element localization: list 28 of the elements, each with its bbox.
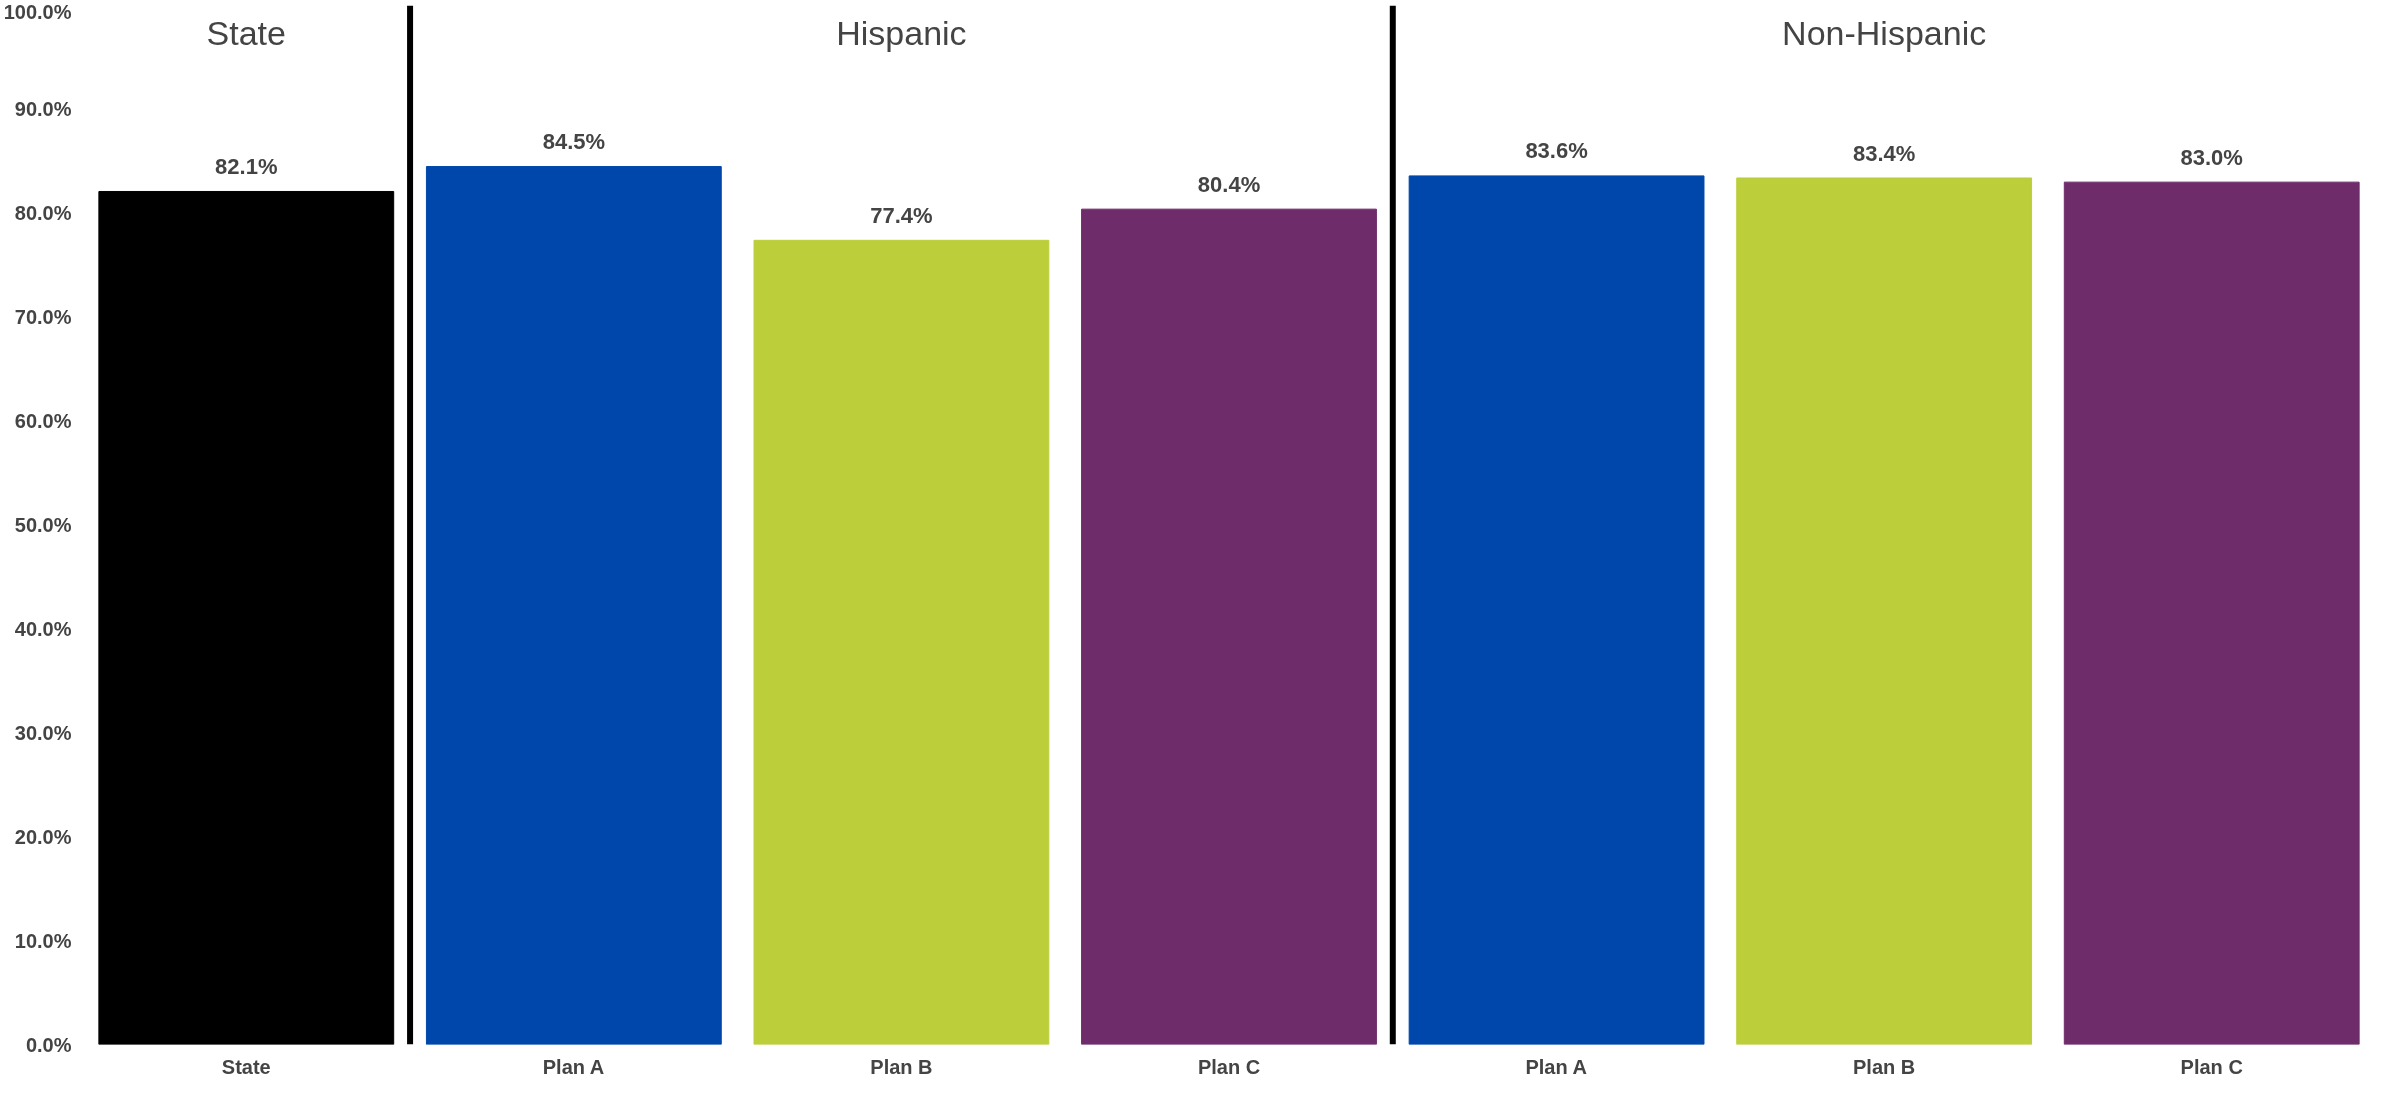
annotation: Hispanic (836, 14, 967, 53)
x-tick-label: Plan B (870, 1055, 933, 1078)
annotation: Non-Hispanic (1782, 14, 1987, 53)
y-tick-label: 100.0% (3, 0, 72, 23)
x-tick-label: Plan C (1197, 1055, 1261, 1078)
y-tick-label: 30.0% (14, 721, 72, 744)
data-label: 82.1% (215, 154, 278, 180)
y-tick-label: 0.0% (25, 1033, 72, 1056)
data-label: 80.4% (1197, 171, 1261, 197)
x-tick-label: Plan C (2180, 1055, 2243, 1078)
data-label: 83.6% (1525, 138, 1588, 164)
y-tick-label: 20.0% (14, 825, 72, 848)
x-tick-label: Plan B (1853, 1055, 1916, 1078)
y-tick-label: 80.0% (14, 202, 72, 225)
y-tick-label: 60.0% (14, 410, 72, 433)
y-tick-label: 70.0% (14, 306, 72, 329)
x-tick-label: Plan A (542, 1055, 605, 1078)
annotation: State (206, 14, 286, 53)
data-label: 83.0% (2180, 144, 2243, 170)
y-tick-label: 10.0% (14, 929, 72, 952)
data-label: 84.5% (542, 129, 606, 155)
y-tick-label: 90.0% (14, 98, 72, 121)
y-tick-label: 40.0% (14, 617, 72, 640)
x-tick-label: State (221, 1055, 271, 1078)
x-tick-label: Plan A (1525, 1055, 1587, 1078)
data-label: 77.4% (870, 202, 933, 228)
y-tick-label: 50.0% (14, 514, 72, 536)
data-label: 83.4% (1852, 140, 1916, 166)
